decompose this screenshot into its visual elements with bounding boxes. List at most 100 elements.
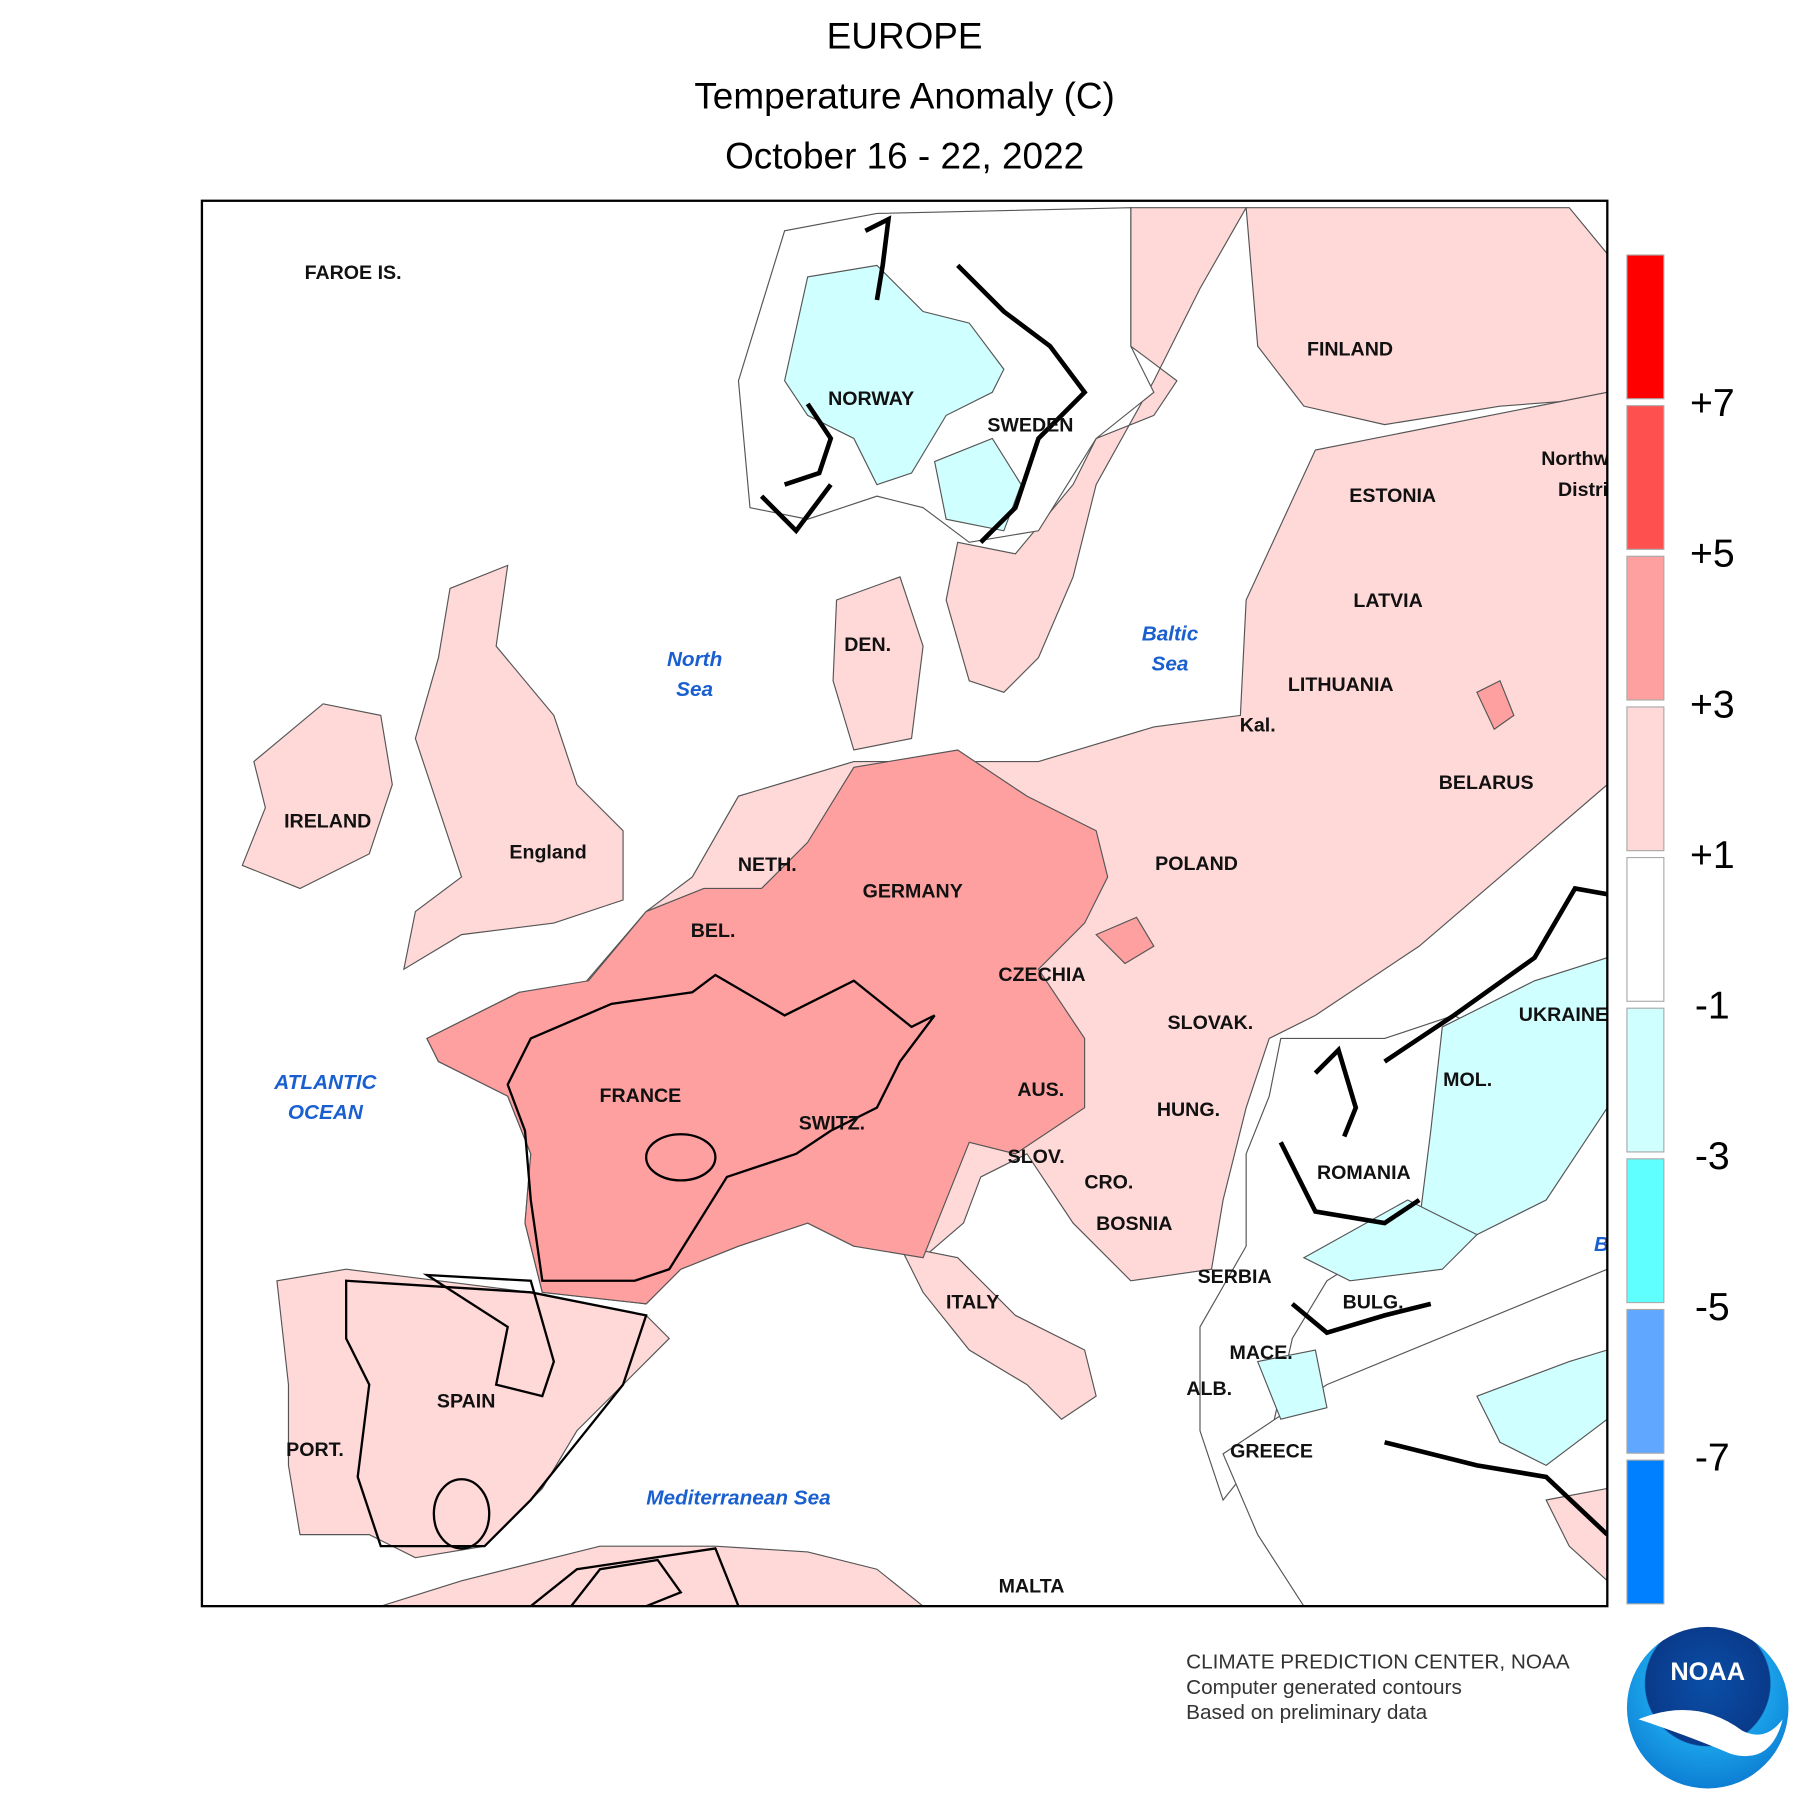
colorbar-swatch [1626,405,1665,550]
colorbar-label: +5 [1690,532,1735,576]
germany-warm [426,749,1109,1305]
country-label: BEL. [691,920,736,942]
sweden [945,207,1248,693]
credits: CLIMATE PREDICTION CENTER, NOAA Computer … [1186,1650,1570,1724]
country-label: LATVIA [1353,590,1422,612]
country-label: UKRAINE [1519,1004,1608,1026]
colorbar-swatch [1626,1459,1665,1605]
water-label: ATLANTIC [273,1071,377,1094]
country-label: LITHUANIA [1288,674,1394,696]
andalusia-hot [432,1478,491,1550]
finland [1245,207,1608,426]
belarus-warm [1476,679,1515,731]
country-label: HUNG. [1157,1099,1220,1121]
poland-warm [1095,916,1155,965]
country-label: BULG. [1343,1291,1404,1313]
country-label: FRANCE [600,1085,682,1107]
map-subtitle: Temperature Anomaly (C) [694,75,1114,116]
water-label: OCEAN [288,1101,364,1124]
country-label: MALTA [999,1575,1065,1597]
country-label: SLOV. [1008,1146,1065,1168]
colorbar-swatch [1626,1308,1665,1454]
colorbar-swatch [1626,856,1665,1002]
country-label: POLAND [1155,853,1238,875]
country-label: NORWAY [828,388,914,410]
denmark [832,576,924,751]
country-label: FINLAND [1307,338,1393,360]
country-label: FAROE IS. [305,262,402,284]
country-label: CRO. [1084,1171,1133,1193]
water-label: Sea [676,678,713,701]
france-hot [506,973,936,1282]
country-label: ESTONIA [1349,485,1436,507]
country-label: AUS. [1017,1079,1064,1101]
credit-line: CLIMATE PREDICTION CENTER, NOAA [1186,1650,1570,1673]
water-label: North [667,648,722,671]
greece-turkey [1222,1268,1608,1607]
country-label: MACE. [1230,1342,1293,1364]
africa-hot [569,1558,683,1607]
norway-contour [759,215,892,535]
ukraine-cold [1418,957,1608,1236]
colorbar-swatch [1626,1007,1665,1153]
country-label: CZECHIA [998,964,1085,986]
colorbar-swatch [1626,1158,1665,1304]
country-label: SPAIN [437,1391,495,1413]
great-britain [403,564,624,971]
water-label: Mediterranean Sea [646,1487,831,1510]
colorbar-label: -3 [1695,1134,1730,1178]
colorbar-label: +7 [1690,381,1735,425]
spain-warm [344,1279,648,1548]
colorbar-swatch [1626,706,1665,852]
water-label: Baltic [1142,622,1199,645]
noaa-logo-text: NOAA [1670,1658,1745,1686]
colorbar-swatch [1626,555,1665,701]
ireland [241,703,393,890]
country-label: BOSNIA [1096,1213,1172,1235]
colorbar-swatch [1626,254,1665,400]
map: FAROE IS. FINLAND NORWAY SWEDEN Northw Distri… [201,200,1609,1607]
norway-cold [783,264,1005,486]
africa-warm [528,1547,740,1607]
italy [898,1245,1097,1420]
country-label: Kal. [1240,715,1276,737]
spain-hot [422,1273,556,1398]
country-label: Distri [1558,479,1608,501]
credit-line: Computer generated contours [1186,1676,1462,1699]
country-label: NETH. [738,854,797,876]
country-label: GREECE [1230,1440,1313,1462]
greece-cold [1256,1349,1328,1420]
colorbar-label: -7 [1695,1436,1730,1480]
map-title: EUROPE [827,15,983,56]
country-label: ALB. [1186,1378,1232,1400]
map-frame [200,199,1609,1608]
country-label: GERMANY [863,881,963,903]
country-label: SERBIA [1198,1266,1272,1288]
turkey-cold [1476,1349,1608,1467]
country-label: SLOVAK. [1168,1012,1254,1034]
country-label: SWITZ. [799,1113,865,1135]
country-label: Northw [1541,448,1609,470]
france-very-hot [645,1133,717,1182]
colorbar-label: +1 [1690,833,1735,877]
country-label: DEN. [844,634,891,656]
colorbar-label: -5 [1695,1285,1730,1329]
credit-line: Based on preliminary data [1186,1701,1428,1724]
colorbar-label: -1 [1695,984,1730,1028]
turkey-warm [1545,1487,1608,1582]
colorbar-label: +3 [1690,682,1735,726]
country-label: PORT. [286,1439,344,1461]
country-label: SWEDEN [987,415,1073,437]
country-label: England [509,841,586,863]
north-africa [380,1545,925,1607]
map-dates: October 16 - 22, 2022 [725,135,1084,176]
water-label: B [1594,1233,1609,1256]
country-label: ROMANIA [1317,1162,1411,1184]
water-label: Sea [1152,652,1189,675]
noaa-logo-bird [1638,1710,1783,1757]
country-label: BELARUS [1439,772,1534,794]
country-label: MOL. [1443,1069,1492,1091]
zero-contour [956,263,1608,1537]
country-label: IRELAND [284,810,371,832]
